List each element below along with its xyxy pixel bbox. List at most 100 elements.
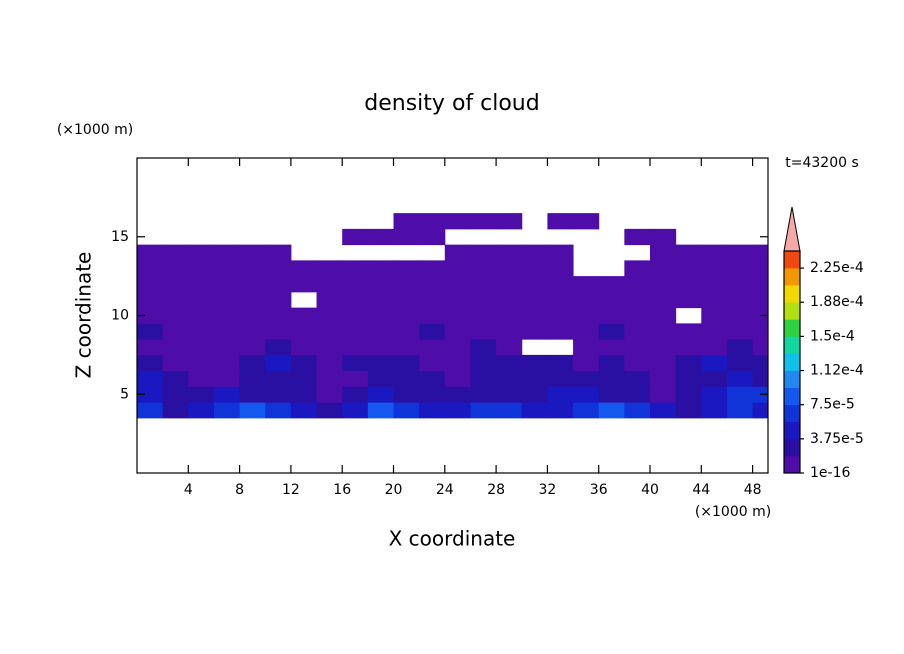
x-tick-label: 28	[487, 482, 505, 498]
contour-cell	[573, 307, 600, 324]
contour-cell	[419, 402, 446, 419]
contour-cell	[419, 291, 446, 309]
contour-cell	[444, 402, 471, 419]
contour-cell	[752, 260, 769, 277]
contour-cell	[342, 276, 369, 293]
contour-cell	[444, 291, 471, 309]
contour-cell	[162, 339, 189, 356]
contour-cell	[188, 323, 215, 340]
contour-cell	[650, 323, 677, 340]
contour-cell	[573, 402, 600, 419]
contour-cell	[137, 386, 164, 403]
contour-cell	[265, 386, 292, 403]
y-axis-label: Z coordinate	[72, 252, 96, 379]
contour-cell	[547, 213, 574, 230]
contour-cell	[342, 228, 369, 246]
contour-cell	[547, 291, 574, 309]
contour-cell	[675, 370, 702, 387]
colorbar-tick-label: 1e-16	[810, 465, 850, 481]
contour-cell	[521, 307, 548, 324]
contour-cell	[188, 402, 215, 419]
contour-cell	[316, 276, 343, 293]
contour-cell	[470, 339, 497, 356]
contour-cell	[137, 244, 164, 261]
contour-cell	[470, 323, 497, 340]
contour-cell	[239, 370, 266, 387]
contour-cell	[598, 291, 625, 309]
contour-cell	[444, 323, 471, 340]
colorbar-band	[784, 319, 800, 337]
x-tick-label: 4	[184, 482, 193, 498]
contour-cell	[726, 260, 754, 277]
contour-cell	[188, 244, 215, 261]
contour-cell	[239, 354, 266, 372]
contour-cell	[444, 213, 471, 230]
contour-cell	[213, 291, 241, 309]
contour-cell	[367, 402, 395, 419]
contour-cell	[598, 276, 625, 293]
y-tick-label: 5	[120, 386, 129, 402]
contour-cell	[393, 323, 420, 340]
contour-cell	[367, 323, 395, 340]
contour-cell	[137, 260, 164, 277]
contour-cell	[547, 276, 574, 293]
contour-cell	[598, 307, 625, 324]
contour-cell	[188, 354, 215, 372]
colorbar-band	[784, 285, 800, 303]
contour-cell	[342, 291, 369, 309]
contour-cell	[162, 402, 189, 419]
contour-cell	[624, 354, 651, 372]
contour-cell	[239, 307, 266, 324]
colorbar-tick-label: 1.12e-4	[810, 363, 864, 379]
colorbar-band	[784, 302, 800, 320]
contour-cell	[188, 291, 215, 309]
contour-cell	[726, 386, 754, 403]
x-tick-label: 44	[692, 482, 710, 498]
contour-cell	[137, 276, 164, 293]
contour-cell	[675, 354, 702, 372]
contour-cell	[521, 354, 548, 372]
contour-cell	[137, 339, 164, 356]
contour-cell	[213, 402, 241, 419]
contour-cell	[470, 213, 497, 230]
contour-cell	[726, 354, 754, 372]
colorbar-band	[784, 370, 800, 388]
contour-cell	[342, 386, 369, 403]
contour-cell	[290, 260, 318, 277]
contour-cell	[650, 354, 677, 372]
contour-cell	[650, 402, 677, 419]
contour-cell	[547, 354, 574, 372]
contour-cell	[496, 354, 523, 372]
contour-cell	[521, 291, 548, 309]
x-axis-label: X coordinate	[389, 527, 516, 551]
contour-cell	[316, 354, 343, 372]
contour-cell	[213, 370, 241, 387]
contour-cell	[470, 402, 497, 419]
contour-cell	[239, 386, 266, 403]
contour-cell	[521, 260, 548, 277]
contour-cell	[393, 339, 420, 356]
contour-cell	[701, 354, 728, 372]
contour-cell	[675, 339, 702, 356]
contour-cell	[239, 402, 266, 419]
contour-cell	[624, 386, 651, 403]
contour-cell	[444, 386, 471, 403]
contour-cell	[342, 339, 369, 356]
contour-cell	[239, 260, 266, 277]
contour-cell	[419, 228, 446, 246]
contour-cell	[573, 213, 600, 230]
contour-cell	[624, 339, 651, 356]
contour-cell	[137, 307, 164, 324]
colorbar-band	[784, 404, 800, 423]
contour-cell	[470, 260, 497, 277]
contour-cell	[265, 244, 292, 261]
contour-cell	[213, 339, 241, 356]
chart-title: density of cloud	[364, 91, 539, 116]
contour-cell	[547, 402, 574, 419]
contour-cell	[367, 339, 395, 356]
contour-cell	[162, 386, 189, 403]
contour-cell	[316, 370, 343, 387]
contour-cell	[726, 323, 754, 340]
contour-cell	[342, 323, 369, 340]
contour-cell	[496, 323, 523, 340]
